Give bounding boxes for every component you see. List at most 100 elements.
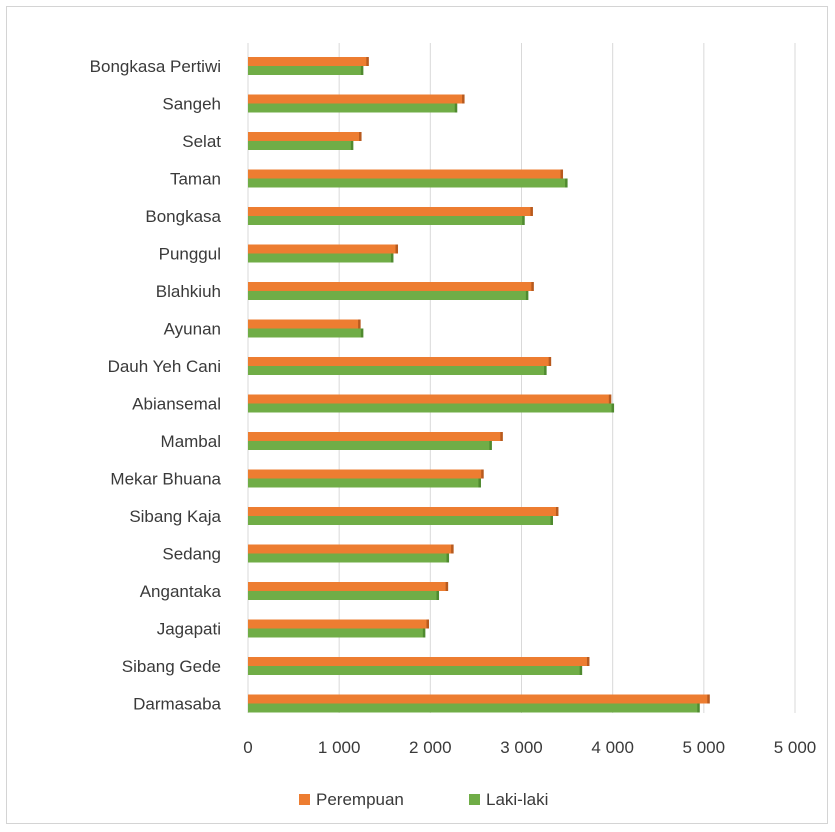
bar-edge-1-16 bbox=[580, 666, 583, 675]
bar-edge-1-17 bbox=[697, 704, 700, 713]
category-label: Sibang Kaja bbox=[129, 507, 221, 526]
legend-label-0: Perempuan bbox=[316, 790, 404, 809]
bar-laki-laki-2 bbox=[248, 141, 353, 150]
bar-edge-1-4 bbox=[522, 216, 525, 225]
bar-perempuan-4 bbox=[248, 207, 532, 216]
bar-perempuan-17 bbox=[248, 695, 709, 704]
bar-laki-laki-16 bbox=[248, 666, 582, 675]
bar-laki-laki-11 bbox=[248, 479, 480, 488]
bar-perempuan-7 bbox=[248, 320, 360, 329]
bar-laki-laki-14 bbox=[248, 591, 439, 600]
legend-swatch-0 bbox=[299, 794, 310, 805]
category-label: Mambal bbox=[161, 432, 221, 451]
category-label: Sibang Gede bbox=[122, 657, 221, 676]
bar-edge-1-6 bbox=[526, 291, 529, 300]
tick-label: 5 000 bbox=[774, 738, 817, 757]
bar-laki-laki-15 bbox=[248, 629, 425, 638]
bar-edge-1-12 bbox=[550, 516, 553, 525]
bar-edge-1-15 bbox=[423, 629, 426, 638]
bar-edge-0-17 bbox=[707, 695, 710, 704]
bar-edge-0-3 bbox=[561, 170, 564, 179]
bar-edge-1-10 bbox=[489, 441, 492, 450]
bar-edge-1-8 bbox=[544, 366, 547, 375]
bar-laki-laki-17 bbox=[248, 704, 699, 713]
bar-edge-1-1 bbox=[455, 104, 458, 113]
bar-perempuan-1 bbox=[248, 95, 464, 104]
bar-laki-laki-1 bbox=[248, 104, 457, 113]
legend: Perempuan Laki-laki bbox=[299, 790, 548, 809]
bar-edge-1-0 bbox=[361, 66, 364, 75]
bar-edge-0-7 bbox=[358, 320, 361, 329]
category-label: Mekar Bhuana bbox=[110, 470, 221, 489]
bar-edge-0-1 bbox=[462, 95, 465, 104]
tick-label: 4 000 bbox=[591, 738, 634, 757]
bar-perempuan-9 bbox=[248, 395, 611, 404]
bar-perempuan-13 bbox=[248, 545, 453, 554]
bar-edge-0-15 bbox=[427, 620, 430, 629]
bar-perempuan-0 bbox=[248, 57, 368, 66]
bar-edge-0-14 bbox=[446, 582, 449, 591]
bar-laki-laki-6 bbox=[248, 291, 528, 300]
bar-edge-0-0 bbox=[366, 57, 369, 66]
bar-laki-laki-7 bbox=[248, 329, 363, 338]
bar-chart: Bongkasa Pertiwi Sangeh Selat Taman Bongkasa… bbox=[7, 7, 829, 825]
bar-laki-laki-3 bbox=[248, 179, 567, 188]
category-labels: Bongkasa PertiwiSangehSelatTamanBongkasa… bbox=[90, 57, 222, 714]
bar-edge-1-7 bbox=[361, 329, 364, 338]
bar-laki-laki-13 bbox=[248, 554, 449, 563]
bar-laki-laki-0 bbox=[248, 66, 363, 75]
category-label: Abiansemal bbox=[132, 395, 221, 414]
bar-laki-laki-12 bbox=[248, 516, 552, 525]
bar-perempuan-12 bbox=[248, 507, 558, 516]
bar-edge-1-2 bbox=[351, 141, 354, 150]
bar-edge-0-10 bbox=[500, 432, 503, 441]
bar-laki-laki-4 bbox=[248, 216, 524, 225]
legend-label-1: Laki-laki bbox=[486, 790, 548, 809]
tick-label: 1 000 bbox=[318, 738, 361, 757]
bar-edge-0-12 bbox=[556, 507, 559, 516]
category-label: Selat bbox=[182, 132, 221, 151]
bar-edge-0-11 bbox=[481, 470, 484, 479]
bar-edge-0-13 bbox=[451, 545, 454, 554]
bar-edge-1-11 bbox=[478, 479, 481, 488]
bar-edge-0-4 bbox=[530, 207, 533, 216]
bar-edge-0-6 bbox=[531, 282, 534, 291]
category-label: Darmasaba bbox=[133, 695, 221, 714]
tick-labels: 0 1 000 2 000 3 000 4 000 5 000 5 000 bbox=[243, 738, 816, 757]
bar-laki-laki-10 bbox=[248, 441, 491, 450]
bar-perempuan-16 bbox=[248, 657, 589, 666]
category-label: Bongkasa bbox=[145, 207, 221, 226]
tick-label: 0 bbox=[243, 738, 252, 757]
category-label: Taman bbox=[170, 170, 221, 189]
category-label: Sedang bbox=[162, 545, 221, 564]
tick-label: 5 000 bbox=[683, 738, 726, 757]
legend-swatch-1 bbox=[469, 794, 480, 805]
bar-perempuan-6 bbox=[248, 282, 533, 291]
bar-edge-1-14 bbox=[437, 591, 440, 600]
bar-edge-0-16 bbox=[587, 657, 590, 666]
bar-edge-0-2 bbox=[359, 132, 362, 141]
tick-label: 3 000 bbox=[500, 738, 543, 757]
bar-edge-0-9 bbox=[609, 395, 612, 404]
bar-edge-0-5 bbox=[396, 245, 399, 254]
category-label: Blahkiuh bbox=[156, 282, 221, 301]
bar-edge-1-3 bbox=[565, 179, 568, 188]
category-label: Punggul bbox=[159, 245, 221, 264]
category-label: Sangeh bbox=[162, 95, 221, 114]
bar-perempuan-15 bbox=[248, 620, 429, 629]
category-label: Ayunan bbox=[164, 320, 221, 339]
bar-perempuan-14 bbox=[248, 582, 448, 591]
bar-edge-1-9 bbox=[612, 404, 615, 413]
category-label: Jagapati bbox=[157, 620, 221, 639]
bar-perempuan-8 bbox=[248, 357, 551, 366]
bar-perempuan-5 bbox=[248, 245, 398, 254]
bar-edge-0-8 bbox=[549, 357, 552, 366]
chart-frame: Bongkasa Pertiwi Sangeh Selat Taman Bongkasa… bbox=[6, 6, 828, 824]
bar-perempuan-10 bbox=[248, 432, 502, 441]
category-label: Dauh Yeh Cani bbox=[108, 357, 221, 376]
bar-laki-laki-9 bbox=[248, 404, 614, 413]
bar-perempuan-3 bbox=[248, 170, 563, 179]
tick-label: 2 000 bbox=[409, 738, 452, 757]
bar-perempuan-2 bbox=[248, 132, 361, 141]
bar-edge-1-13 bbox=[447, 554, 450, 563]
